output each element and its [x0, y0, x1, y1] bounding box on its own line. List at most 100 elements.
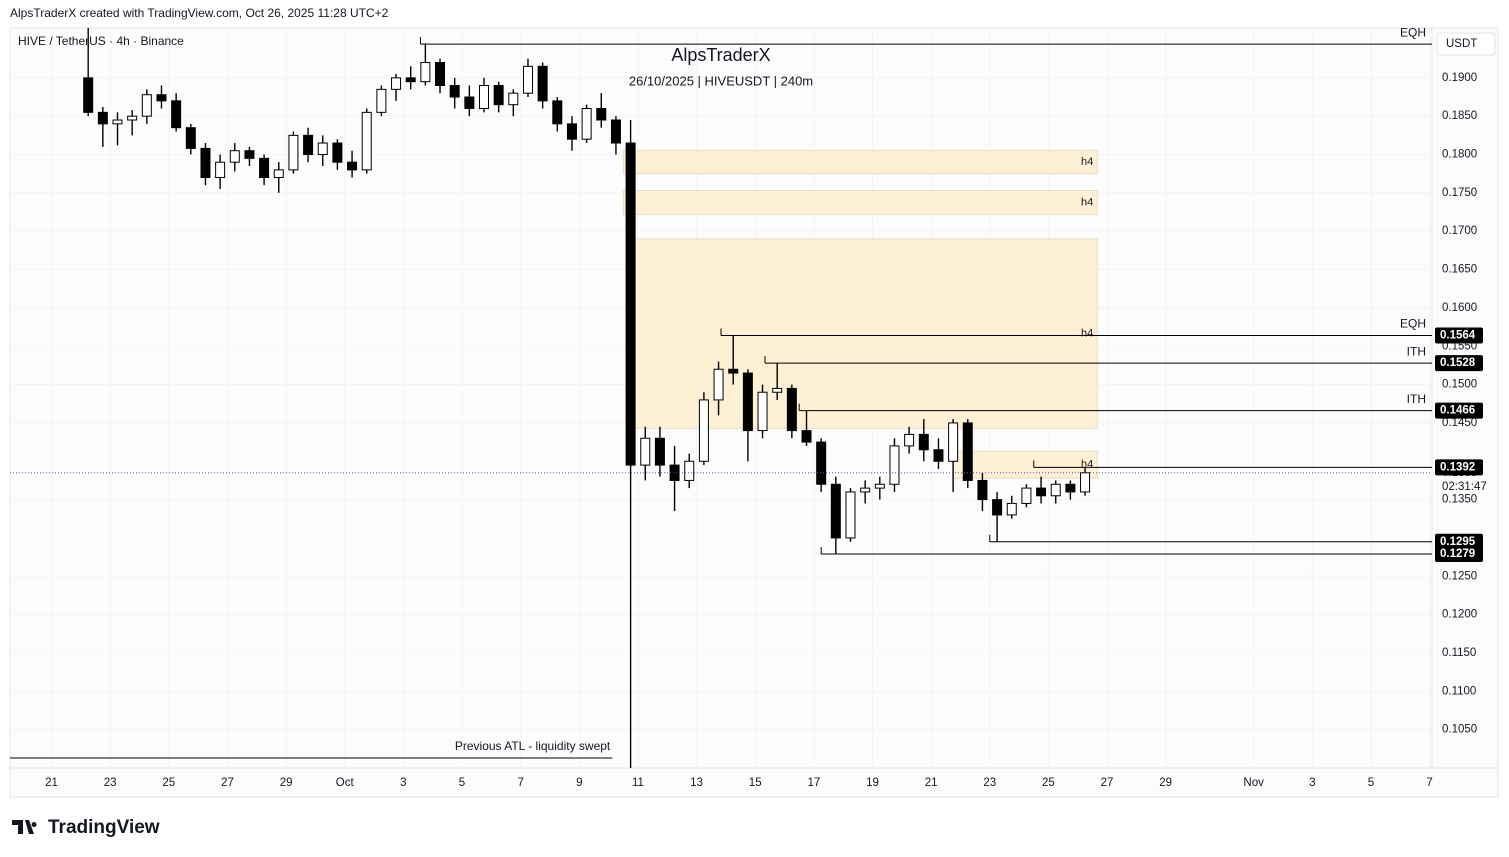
price-badge: [1435, 546, 1483, 563]
candle-body: [141, 94, 152, 117]
x-tick-label: 15: [749, 777, 762, 789]
y-tick-label: 0.1250: [1442, 570, 1477, 582]
price-badge-label: 0.1392: [1440, 461, 1475, 473]
y-tick-label: 0.1850: [1442, 110, 1477, 122]
candle-body: [420, 62, 431, 83]
candle-body: [185, 127, 196, 149]
candle-body: [742, 372, 753, 432]
level-label: ITH: [1407, 392, 1426, 406]
candle-body: [449, 85, 460, 98]
candle-body: [376, 88, 387, 113]
candle-body: [405, 77, 416, 83]
countdown: 02:31:47: [1442, 481, 1487, 493]
candle-body: [698, 399, 709, 462]
x-tick-label: 17: [807, 777, 820, 789]
candle-body: [317, 142, 328, 156]
price-badge: [1435, 327, 1483, 344]
zone: [622, 190, 1098, 215]
candle-body: [948, 422, 959, 462]
zone-label: h4: [1081, 156, 1093, 168]
currency-button[interactable]: [1436, 32, 1496, 56]
y-tick-label: 0.1700: [1442, 225, 1477, 237]
candle-body: [479, 85, 489, 110]
price-badge: [1435, 355, 1483, 372]
candle-body: [259, 157, 270, 179]
price-badge-label: 0.1466: [1440, 405, 1475, 417]
candle-body: [918, 433, 929, 451]
candle-body: [640, 437, 651, 466]
candle-body: [537, 65, 548, 102]
candle-body: [1080, 472, 1091, 493]
logo-icon: [12, 820, 37, 834]
x-tick-label: 9: [576, 777, 582, 789]
y-tick-label: 0.1500: [1442, 379, 1477, 391]
x-tick-label: 7: [517, 777, 523, 789]
credit: AlpsTraderX created with TradingView.com…: [10, 6, 389, 20]
y-tick-label: 0.1450: [1442, 417, 1477, 429]
candle-body: [845, 491, 856, 539]
y-tick-label: 0.1650: [1442, 264, 1477, 276]
candle-body: [288, 134, 299, 171]
zone-label: h4: [1081, 459, 1093, 471]
candle-body: [1021, 487, 1032, 504]
x-tick-label: 3: [400, 777, 406, 789]
candle-body: [229, 150, 240, 163]
x-tick-label: 21: [45, 777, 58, 789]
currency[interactable]: USDT: [1446, 38, 1477, 50]
candle-body: [669, 464, 680, 481]
zone: [952, 450, 1098, 479]
candle-body: [171, 100, 182, 129]
x-tick-label: 19: [866, 777, 879, 789]
candle-body: [347, 161, 358, 171]
zone: [630, 238, 1098, 429]
candle-body: [435, 62, 446, 87]
candle-body: [610, 119, 621, 144]
candle-body: [273, 169, 284, 179]
candle-body: [728, 368, 739, 374]
y-tick-label: 0.1150: [1442, 647, 1476, 659]
x-tick-label: 25: [1042, 777, 1055, 789]
x-tick-label: Oct: [336, 777, 355, 789]
level-label: ITH: [1407, 344, 1426, 358]
price-badge-label: 0.1279: [1440, 548, 1475, 560]
y-tick-label: 0.1200: [1442, 609, 1477, 621]
chart-subtitle: 26/10/2025 | HIVEUSDT | 240m: [629, 73, 813, 88]
candle-body: [830, 483, 841, 539]
candle-body: [992, 499, 1003, 516]
candle-body: [625, 142, 636, 466]
candle-body: [684, 460, 695, 481]
candle-body: [1065, 483, 1076, 493]
x-tick-label: 11: [632, 777, 644, 789]
candle-body: [654, 437, 665, 466]
zone-label: h4: [1081, 196, 1093, 208]
x-tick-label: 27: [1101, 777, 1114, 789]
candle-body: [816, 441, 827, 485]
zone-label: h4: [1081, 327, 1093, 339]
x-tick-label: 21: [925, 777, 938, 789]
candle-body: [112, 119, 123, 125]
y-tick-label: 0.1050: [1442, 724, 1477, 736]
atl-label: Previous ATL - liquidity swept: [455, 739, 611, 753]
candle-body: [156, 94, 167, 102]
candle-body: [713, 368, 724, 401]
candle-body: [904, 433, 915, 447]
zone: [622, 150, 1098, 175]
candle-body: [200, 147, 211, 179]
logo: TradingView: [48, 817, 160, 838]
x-tick-label: 23: [983, 777, 996, 789]
candle-body: [786, 387, 797, 432]
x-tick-label: Nov: [1243, 777, 1264, 789]
x-tick-label: 5: [1368, 777, 1374, 789]
y-tick-label: 0.1600: [1442, 302, 1477, 314]
candle-body: [332, 142, 343, 163]
y-tick-label: 0.1350: [1442, 494, 1477, 506]
candle-body: [977, 479, 988, 501]
level-label: EQH: [1400, 317, 1426, 331]
x-tick-label: 5: [459, 777, 465, 789]
price-badge-label: 0.1564: [1440, 330, 1476, 342]
candle-body: [361, 111, 372, 171]
price-badge: [1435, 459, 1483, 476]
x-tick-label: 27: [221, 777, 234, 789]
candle-body: [244, 150, 255, 159]
